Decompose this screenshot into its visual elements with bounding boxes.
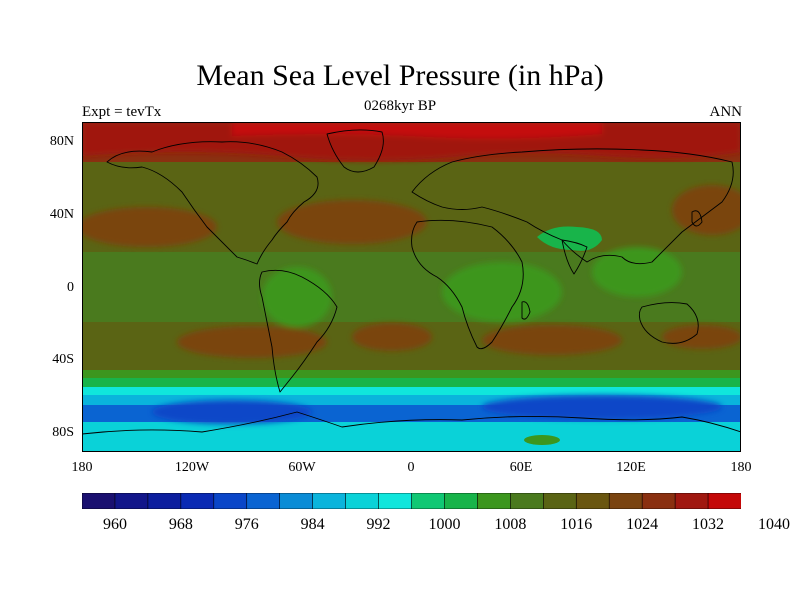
australia-high (662, 325, 741, 349)
north-atlantic-high (277, 200, 427, 244)
coast-india (561, 239, 588, 275)
antarctic-plateau-high (524, 435, 560, 445)
coast-eurasia (411, 148, 734, 265)
colorbar-swatch (641, 493, 676, 509)
lat-tick-label-40s: 40S (52, 352, 74, 367)
pressure-colorbar (82, 493, 741, 509)
south-america-trough (262, 267, 332, 327)
lon-tick-label-120w: 120W (174, 460, 210, 475)
chart-title: Mean Sea Level Pressure (in hPa) (196, 59, 604, 92)
colorbar-swatch (542, 493, 578, 509)
colorbar-swatch (707, 493, 741, 509)
north-pacific-high (82, 207, 217, 247)
band-antarctic (82, 422, 741, 452)
experiment-label: Expt = tevTx (82, 104, 162, 120)
coast-australia (638, 302, 699, 344)
map-frame (82, 122, 741, 452)
lat-tick-label-80n: 80N (49, 134, 74, 149)
lat-tick-label-eq: 0 (67, 280, 74, 295)
season-label: ANN (709, 104, 743, 120)
lon-tick-label-120e: 120E (616, 460, 646, 475)
colorbar-swatch (312, 493, 347, 509)
colorbar-swatch (147, 493, 182, 509)
colorbar-swatch (608, 493, 643, 509)
lon-tick-label-60w: 60W (288, 460, 316, 475)
colorbar-tick-label: 1008 (494, 516, 527, 533)
colorbar-swatch (510, 493, 545, 509)
coast-greenland (326, 129, 384, 173)
pressure-map (82, 122, 741, 452)
colorbar-tick-label: 1016 (560, 516, 593, 533)
colorbar-swatch (180, 493, 215, 509)
coast-south-america (259, 269, 338, 393)
coast-japan (691, 210, 703, 227)
colorbar-tick-label: 1024 (626, 516, 659, 533)
lon-tick-label-180e: 180 (730, 460, 752, 475)
indian-ocean-high (482, 325, 622, 355)
colorbar-swatch (411, 493, 446, 509)
band-southern-trough-4 (82, 395, 741, 405)
colorbar-swatch (674, 493, 709, 509)
deep-low-1 (152, 400, 312, 424)
asia-high (672, 185, 741, 235)
lon-tick-label-0: 0 (407, 460, 415, 475)
colorbar-swatch (279, 493, 314, 509)
lon-tick-label-180w: 180 (71, 460, 93, 475)
lon-tick-label-60e: 60E (509, 460, 533, 475)
africa-trough (442, 262, 562, 322)
coast-madagascar (521, 301, 531, 320)
colorbar-swatch (378, 493, 413, 509)
south-pacific-high (177, 326, 327, 358)
colorbar-tick-label: 960 (102, 516, 127, 533)
south-atlantic-high (352, 323, 432, 351)
colorbar-swatch (575, 493, 611, 509)
indonesia-trough (592, 247, 682, 297)
asia-monsoon-low (537, 226, 602, 251)
lat-tick-label-40n: 40N (49, 207, 74, 222)
colorbar-swatch (444, 493, 479, 509)
coast-antarctica (82, 411, 741, 435)
colorbar-swatch (477, 493, 512, 509)
colorbar-swatch (82, 493, 116, 509)
colorbar-tick-label: 976 (234, 516, 259, 533)
deep-low-2 (482, 395, 722, 419)
coast-north-america (106, 141, 319, 265)
colorbar-swatch (213, 493, 248, 509)
arctic-core-red (232, 122, 602, 139)
colorbar-swatch (114, 493, 149, 509)
band-southern-trough-1 (82, 370, 741, 378)
colorbar-tick-label: 992 (366, 516, 391, 533)
coast-africa (411, 219, 524, 350)
lat-tick-label-80s: 80S (52, 425, 74, 440)
colorbar-tick-label: 1040 (757, 516, 790, 533)
colorbar-tick-label: 1032 (692, 516, 725, 533)
colorbar-tick-label: 984 (300, 516, 325, 533)
colorbar-swatch (246, 493, 281, 509)
colorbar-tick-label: 968 (168, 516, 193, 533)
band-southern-trough-2 (82, 378, 741, 387)
chart-subtitle: 0268kyr BP (363, 98, 437, 114)
colorbar-tick-label: 1000 (428, 516, 461, 533)
band-southern-trough-3 (82, 387, 741, 395)
colorbar-swatch (345, 493, 380, 509)
